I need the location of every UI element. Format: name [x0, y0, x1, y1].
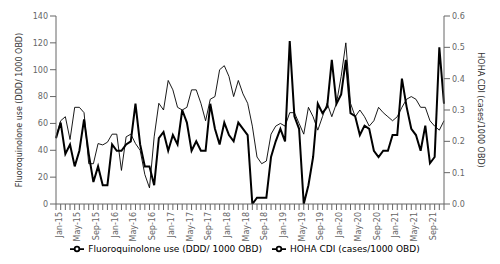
svg-text:0.2: 0.2	[452, 137, 465, 146]
svg-text:Sep-20: Sep-20	[373, 212, 382, 240]
svg-text:HOHA CDI (cases/1000 OBD): HOHA CDI (cases/1000 OBD)	[476, 52, 485, 167]
svg-text:Jan-19: Jan-19	[279, 212, 288, 238]
svg-text:Sep-21: Sep-21	[429, 212, 438, 240]
svg-text:Jan-16: Jan-16	[111, 212, 120, 238]
svg-text:0.3: 0.3	[452, 106, 465, 115]
svg-text:80: 80	[38, 92, 48, 101]
svg-text:Jan-15: Jan-15	[55, 212, 64, 238]
svg-text:40: 40	[38, 146, 48, 155]
svg-text:May-21: May-21	[410, 212, 419, 241]
svg-text:100: 100	[33, 66, 48, 75]
svg-text:May-20: May-20	[354, 212, 363, 241]
svg-text:May-16: May-16	[129, 212, 138, 241]
svg-text:0.6: 0.6	[452, 12, 465, 21]
html-text:HOHA CDI (cases/1000 OBD): HOHA CDI (cases/1000 OBD)	[289, 243, 420, 254]
svg-text:0: 0	[43, 200, 48, 209]
svg-text:May-18: May-18	[242, 212, 251, 241]
svg-text:0.4: 0.4	[452, 75, 465, 84]
svg-text:20: 20	[38, 173, 48, 182]
svg-text:Sep-19: Sep-19	[316, 212, 325, 240]
svg-text:Fluoroquinolone use (DDD/ 1000: Fluoroquinolone use (DDD/ 1000 OBD)	[15, 33, 24, 187]
svg-text:60: 60	[38, 119, 48, 128]
svg-text:0.5: 0.5	[452, 43, 465, 52]
svg-text:May-17: May-17	[186, 212, 195, 241]
svg-text:0.1: 0.1	[452, 169, 465, 178]
svg-text:May-15: May-15	[73, 212, 82, 241]
svg-text:Sep-15: Sep-15	[92, 212, 101, 240]
svg-text:Sep-16: Sep-16	[148, 212, 157, 240]
svg-text:May-19: May-19	[298, 212, 307, 241]
html-text:Fluoroquinolone use (DDD/ 1000: Fluoroquinolone use (DDD/ 1000 OBD)	[88, 243, 262, 254]
svg-text:Jan-18: Jan-18	[223, 212, 232, 238]
svg-text:Sep-17: Sep-17	[204, 212, 213, 240]
svg-text:120: 120	[33, 39, 48, 48]
svg-text:Jan-21: Jan-21	[391, 212, 400, 238]
svg-text:0.0: 0.0	[452, 200, 465, 209]
svg-text:Sep-18: Sep-18	[260, 212, 269, 240]
svg-text:140: 140	[33, 12, 48, 21]
svg-text:Jan-20: Jan-20	[335, 212, 344, 238]
svg-text:Jan-17: Jan-17	[167, 212, 176, 238]
